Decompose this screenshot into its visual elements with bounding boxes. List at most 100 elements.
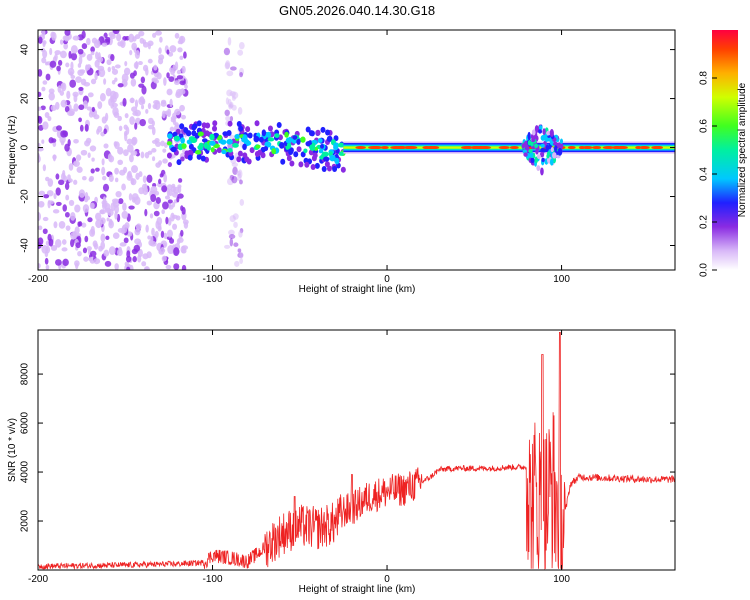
spectrogram-onset-envelope: [296, 146, 302, 153]
spectrogram-noise-blob: [164, 195, 171, 200]
spectrogram-noise-blob: [134, 34, 141, 40]
spectrogram-noise-blob: [53, 192, 57, 200]
spectrogram-noise-blob: [44, 61, 49, 66]
spectrogram-onset-envelope: [254, 151, 260, 158]
spectrogram-noise-blob: [114, 263, 119, 270]
spectrogram-burst-blob: [536, 165, 541, 171]
spectrogram-burst-blob: [549, 129, 554, 137]
spectrogram-noise-blob: [56, 125, 62, 131]
spectrogram-noise-blob: [133, 244, 141, 252]
spectrogram-noise-blob: [172, 64, 176, 74]
spectrogram-onset-envelope: [196, 120, 202, 127]
spectrogram-noise-blob: [114, 167, 119, 175]
spectrogram-burst-blob: [546, 153, 550, 159]
spectrogram-noise-blob: [48, 92, 55, 101]
spectrogram-onset-blob: [266, 131, 272, 138]
spectrogram-x-ticks: -200 -100 0 100: [28, 30, 570, 285]
spectrogram-noise-blob: [118, 198, 124, 205]
spectrogram-noise-blob: [84, 124, 89, 132]
spectrogram-noise-blob: [90, 225, 95, 235]
spectrogram-noise-blob: [84, 235, 89, 243]
spectrogram-onset-envelope: [332, 165, 338, 172]
spectrogram-noise-blob: [146, 200, 153, 206]
spectrogram-marks: [38, 30, 675, 270]
spectrogram-onset-envelope: [216, 147, 222, 154]
spectrogram-noise-blob: [127, 144, 134, 153]
spectrogram-onset-blob: [203, 142, 209, 149]
spectrogram-noise-blob: [89, 175, 95, 182]
spectrogram-noise-blob: [38, 147, 44, 152]
spectrogram-noise-blob: [116, 213, 121, 223]
spectrogram-onset-envelope: [289, 160, 295, 167]
spectrogram-noise-blob: [160, 246, 165, 255]
spectrogram-noise-blob: [239, 251, 244, 259]
spectrogram-noise-blob: [237, 248, 242, 253]
spectrogram-noise-blob: [105, 87, 112, 97]
spectrogram-noise-blob: [91, 106, 96, 112]
snr-y-label: SNR (10 * v/v): [7, 418, 18, 482]
spectrogram-noise-blob: [95, 212, 102, 221]
spectrogram-noise-blob: [224, 244, 231, 249]
spectrogram-noise-blob: [112, 232, 120, 240]
spectrogram-burst-blob: [527, 140, 532, 146]
spectrogram-noise-blob: [56, 65, 61, 72]
spectrogram-onset-envelope: [286, 155, 292, 162]
spectrogram-onset-envelope: [308, 149, 314, 156]
spectrogram-onset-envelope: [300, 151, 306, 158]
spectrogram-noise-blob: [42, 216, 49, 222]
spectrogram-onset-blob: [286, 142, 292, 149]
spectrogram-frame: [37, 29, 676, 271]
spectrogram-noise-blob: [169, 45, 177, 53]
spectrogram-onset-blob: [318, 148, 324, 154]
spectrogram-noise-blob: [87, 152, 91, 159]
spectrogram-steady-peak: [403, 146, 413, 150]
spectrogram-onset-blob: [218, 134, 223, 140]
spectrogram-noise-blob: [68, 178, 73, 183]
spectrogram-noise-blob: [154, 230, 159, 238]
spectrogram-noise-blob: [158, 178, 162, 185]
spectrogram-noise-blob: [229, 237, 234, 247]
spectrogram-noise-blob: [121, 73, 129, 83]
spectrogram-noise-blob: [81, 176, 87, 181]
spectrogram-noise-blob: [146, 251, 152, 259]
spectrogram-noise-blob: [166, 88, 173, 96]
spectrogram-noise-blob: [49, 47, 53, 56]
spectrogram-x-tick-label: -200: [28, 274, 48, 285]
spectrogram-noise-blob: [84, 197, 89, 203]
spectrogram-steady-peak: [398, 146, 406, 150]
spectrogram-y-tick-label: -20: [20, 189, 31, 204]
spectrogram-onset-envelope: [205, 122, 211, 129]
spectrogram-noise-blob: [79, 69, 86, 74]
spectrogram-noise-blob: [111, 102, 118, 108]
spectrogram-onset-blob: [284, 131, 289, 138]
colorbar-tick-label: 0.2: [699, 215, 710, 229]
spectrogram-noise-blob: [150, 193, 157, 203]
spectrogram-steady-peak: [635, 146, 642, 150]
spectrogram-noise-blob: [89, 202, 95, 209]
spectrogram-onset-blob: [303, 148, 308, 154]
spectrogram-noise-blob: [107, 153, 113, 162]
spectrogram-noise-blob: [130, 78, 137, 87]
spectrogram-noise-blob: [166, 72, 170, 79]
spectrogram-noise-blob: [99, 217, 106, 225]
spectrogram-noise-blob: [173, 80, 180, 86]
spectrogram-noise-blob: [155, 197, 161, 204]
spectrogram-burst-blob: [549, 158, 554, 166]
spectrogram-noise-blob: [100, 241, 106, 250]
spectrogram-noise-blob: [177, 193, 184, 199]
spectrogram-noise-blob: [97, 125, 103, 133]
spectrogram-noise-blob: [97, 52, 101, 61]
spectrogram-steady-peak: [602, 146, 615, 150]
spectrogram-noise-blob: [114, 64, 121, 69]
spectrogram-noise-blob: [223, 47, 231, 56]
spectrogram-onset-envelope: [179, 123, 185, 130]
spectrogram-onset-blob: [166, 141, 173, 146]
spectrogram-noise-blob: [74, 226, 80, 235]
spectrogram-burst-blob: [542, 128, 546, 135]
spectrogram-noise-blob: [79, 124, 84, 132]
spectrogram-onset-envelope: [304, 161, 310, 168]
spectrogram-noise-blob: [155, 141, 161, 147]
spectrogram-y-tick-label: 20: [20, 93, 31, 105]
spectrogram-noise-blob: [163, 232, 168, 240]
